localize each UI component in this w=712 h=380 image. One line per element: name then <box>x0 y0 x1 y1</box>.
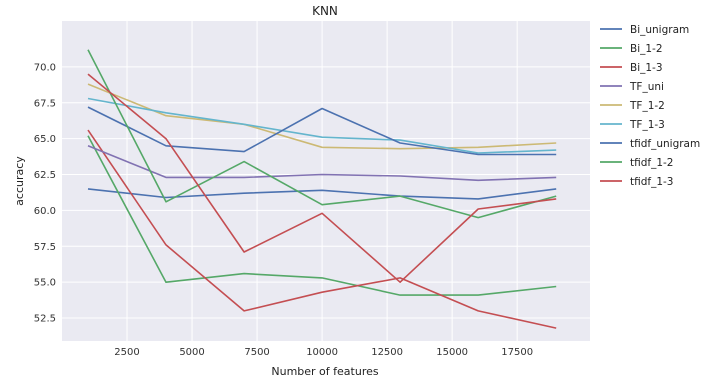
y-tick-label: 57.5 <box>34 242 56 253</box>
legend-label-tfidf-1-2: tfidf_1-2 <box>630 157 674 169</box>
legend-label-tf-1-2: TF_1-2 <box>629 100 665 112</box>
y-tick-label: 60.0 <box>34 206 56 217</box>
y-tick-label: 70.0 <box>34 62 56 73</box>
y-tick-label: 67.5 <box>34 98 56 109</box>
legend-label-tfidf-1-3: tfidf_1-3 <box>630 176 674 188</box>
legend-label-tfidf-unigram: tfidf_unigram <box>630 138 700 150</box>
series-line-tf-uni <box>87 145 557 182</box>
y-tick-label: 62.5 <box>34 170 56 181</box>
legend-label-bi-unigram: Bi_unigram <box>630 24 689 36</box>
series-line-bi-unigram <box>87 188 557 200</box>
series-line-bi-1-3 <box>87 129 557 329</box>
legend-label-tf-uni: TF_uni <box>629 81 664 93</box>
series-line-bi-1-2 <box>87 135 557 296</box>
x-tick-labels: 2500 5000 7500 10000 12500 15000 17500 <box>114 347 533 358</box>
series-line-tf-1-2 <box>87 83 557 150</box>
x-axis-label: Number of features <box>271 365 378 378</box>
legend: Bi_unigram Bi_1-2 Bi_1-3 TF_uni TF_1-2 TF_1-3… <box>600 24 700 188</box>
series-line-tfidf-1-2 <box>87 49 557 219</box>
plot-area <box>62 21 590 341</box>
y-tick-label: 52.5 <box>34 314 56 325</box>
x-tick-label: 7500 <box>244 347 269 358</box>
x-tick-label: 17500 <box>501 347 533 358</box>
y-tick-label: 55.0 <box>34 278 56 289</box>
y-tick-labels: 52.5 55.0 57.5 60.0 62.5 65.0 67.5 70.0 <box>34 62 56 324</box>
x-tick-label: 2500 <box>114 347 139 358</box>
series-line-tf-1-3 <box>87 97 557 154</box>
series-line-tfidf-1-3 <box>87 73 557 284</box>
series-lines <box>87 49 557 329</box>
x-tick-label: 15000 <box>436 347 468 358</box>
x-tick-label: 10000 <box>306 347 338 358</box>
y-tick-label: 65.0 <box>34 134 56 145</box>
x-tick-label: 5000 <box>179 347 204 358</box>
y-axis-label: accuracy <box>13 156 26 206</box>
series-line-tfidf-unigram <box>87 106 557 156</box>
legend-label-bi-1-2: Bi_1-2 <box>630 43 663 55</box>
legend-label-tf-1-3: TF_1-3 <box>629 119 665 131</box>
chart-title: KNN <box>312 4 338 18</box>
legend-label-bi-1-3: Bi_1-3 <box>630 62 663 74</box>
x-tick-label: 12500 <box>371 347 403 358</box>
